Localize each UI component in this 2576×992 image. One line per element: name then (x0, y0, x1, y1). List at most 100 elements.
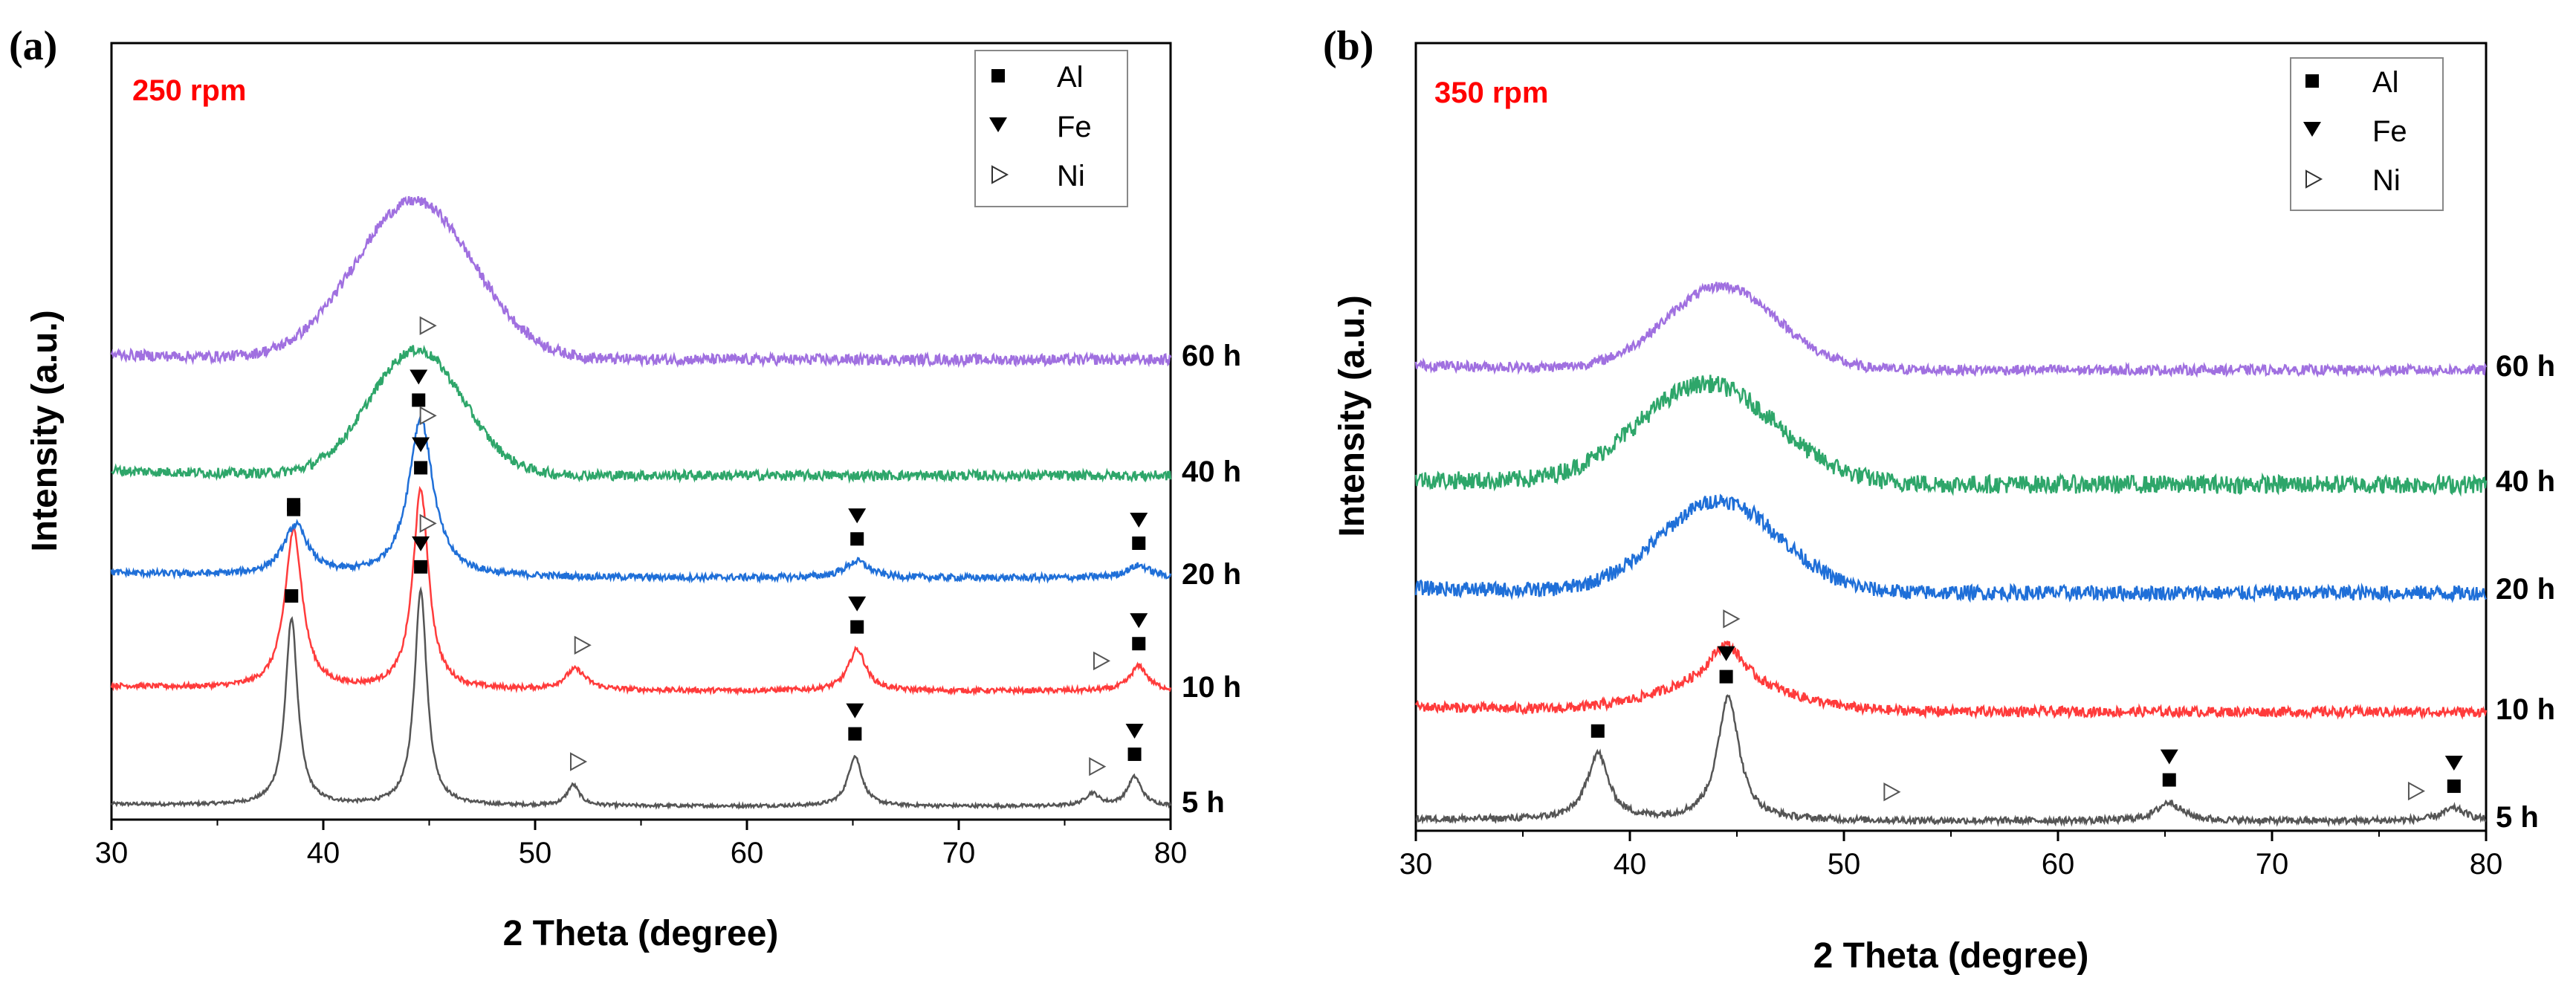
xrd-series-line-60h (1414, 282, 2488, 378)
panel-a-rpm-label: 250 rpm (132, 74, 246, 107)
al-phase-square-icon (287, 498, 301, 512)
ni-phase-triangle-icon (570, 752, 588, 771)
al-phase-square-icon (414, 560, 428, 574)
x-tick-label: 30 (95, 837, 129, 869)
xrd-series-line-20h (1414, 493, 2488, 603)
legend-ni-triangle-right-icon (991, 165, 1009, 184)
x-tick-label: 40 (1614, 848, 1647, 881)
fe-phase-triangle-icon (1125, 724, 1144, 739)
ni-phase-triangle-icon (1883, 782, 1901, 802)
panel-b-label: (b) (1323, 23, 1373, 69)
xrd-series-line-60h (110, 195, 1172, 369)
xrd-series-line-5h (110, 586, 1172, 811)
panel-b-legend-al: Al (2372, 66, 2399, 99)
panel-a-legend: Al Fe Ni (974, 50, 1128, 207)
panel-b-phase-markers (1590, 609, 2463, 802)
ni-phase-triangle-icon (419, 513, 437, 534)
panel-b-legend-ni: Ni (2372, 164, 2401, 197)
x-tick-label: 50 (1828, 848, 1861, 881)
panel-b-series-group (1414, 282, 2488, 828)
al-phase-square-icon (850, 620, 864, 634)
fe-phase-triangle-icon (848, 596, 867, 612)
legend-fe-triangle-down-icon (2303, 122, 2321, 137)
panel-b-series-label-40h: 40 h (2496, 465, 2555, 498)
legend-ni-triangle-right-icon (2305, 169, 2323, 189)
panel-a-series-label-10h: 10 h (1182, 671, 1241, 704)
panel-b-series-label-60h: 60 h (2496, 350, 2555, 383)
xrd-series-line-40h (1414, 375, 2488, 497)
panel-b-rpm-label: 350 rpm (1434, 77, 1548, 109)
panel-a-legend-fe: Fe (1057, 111, 1092, 143)
fe-phase-triangle-icon (1130, 513, 1148, 528)
panel-a-series-label-60h: 60 h (1182, 340, 1241, 372)
x-tick-label: 30 (1399, 848, 1433, 881)
al-phase-square-icon (1132, 637, 1146, 651)
fe-phase-triangle-icon (848, 508, 867, 524)
panel-b-chart: (b) 350 rpm 30 40 50 60 70 80 2 Theta (degree… (1323, 23, 2555, 976)
panel-b-legend: Al Fe Ni (2290, 57, 2444, 211)
al-phase-square-icon (1719, 670, 1733, 684)
x-tick-label: 80 (2470, 848, 2503, 881)
x-tick-label: 70 (2256, 848, 2289, 881)
panel-a-x-ticks: 30 40 50 60 70 80 (95, 820, 1188, 869)
al-phase-square-icon (850, 532, 864, 546)
panel-a-series-label-20h: 20 h (1182, 558, 1241, 591)
al-phase-square-icon (1127, 748, 1142, 762)
xrd-series-line-20h (110, 415, 1172, 585)
xrd-series-line-5h (1415, 694, 2487, 828)
panel-a-series-group (110, 195, 1172, 811)
panel-b-series-label-5h: 5 h (2496, 801, 2539, 834)
panel-a-series-label-5h: 5 h (1182, 786, 1225, 819)
x-tick-label: 70 (942, 837, 976, 869)
fe-phase-triangle-icon (2160, 749, 2178, 765)
panel-b-y-axis-title: Intensity (a.u.) (1333, 295, 1372, 536)
al-phase-square-icon (414, 461, 428, 475)
panel-b-x-axis-title: 2 Theta (degree) (1813, 936, 2089, 976)
ni-phase-triangle-icon (1723, 609, 1741, 629)
fe-phase-triangle-icon (1130, 613, 1148, 629)
fe-phase-triangle-icon (1717, 646, 1735, 661)
panel-a-phase-markers (285, 316, 1148, 777)
al-phase-square-icon (1132, 536, 1146, 551)
ni-phase-triangle-icon (1093, 651, 1111, 671)
panel-b-series-label-20h: 20 h (2496, 573, 2555, 606)
xrd-series-line-40h (111, 344, 1172, 484)
x-tick-label: 80 (1154, 837, 1188, 869)
ni-phase-triangle-icon (2407, 781, 2426, 801)
panel-a-legend-al: Al (1057, 61, 1084, 94)
ni-phase-triangle-icon (1089, 756, 1107, 777)
legend-al-square-icon (991, 69, 1005, 82)
panel-b-legend-fe: Fe (2372, 115, 2407, 148)
fe-phase-triangle-icon (410, 369, 428, 385)
panel-a-series-label-40h: 40 h (1182, 456, 1241, 488)
al-phase-square-icon (285, 589, 299, 603)
al-phase-square-icon (1590, 724, 1605, 738)
panel-a-y-axis-title: Intensity (a.u.) (25, 310, 65, 551)
al-phase-square-icon (2447, 779, 2461, 794)
x-tick-label: 60 (2042, 848, 2075, 881)
panel-b-x-ticks: 30 40 50 60 70 80 (1399, 831, 2503, 881)
x-tick-label: 60 (731, 837, 764, 869)
al-phase-square-icon (2162, 773, 2176, 787)
al-phase-square-icon (848, 727, 862, 741)
xrd-series-line-10h (110, 485, 1172, 697)
panel-b-series-label-10h: 10 h (2496, 693, 2555, 726)
x-tick-label: 40 (307, 837, 340, 869)
fe-phase-triangle-icon (412, 536, 430, 551)
x-tick-label: 50 (519, 837, 552, 869)
legend-fe-triangle-down-icon (989, 117, 1007, 132)
xrd-series-line-10h (1414, 641, 2488, 720)
panel-a-x-axis-title: 2 Theta (degree) (503, 914, 779, 953)
panel-a-chart: (a) 250 rpm 30 40 50 60 70 80 2 Theta (degree… (9, 23, 1241, 953)
fe-phase-triangle-icon (412, 437, 430, 453)
fe-phase-triangle-icon (2444, 756, 2463, 771)
ni-phase-triangle-icon (419, 406, 437, 426)
fe-phase-triangle-icon (846, 703, 864, 719)
al-phase-square-icon (412, 393, 426, 407)
panel-a-legend-ni: Ni (1057, 160, 1085, 192)
legend-al-square-icon (2305, 74, 2319, 88)
ni-phase-triangle-icon (419, 316, 437, 335)
panel-a-label: (a) (9, 23, 57, 69)
ni-phase-triangle-icon (574, 635, 592, 655)
